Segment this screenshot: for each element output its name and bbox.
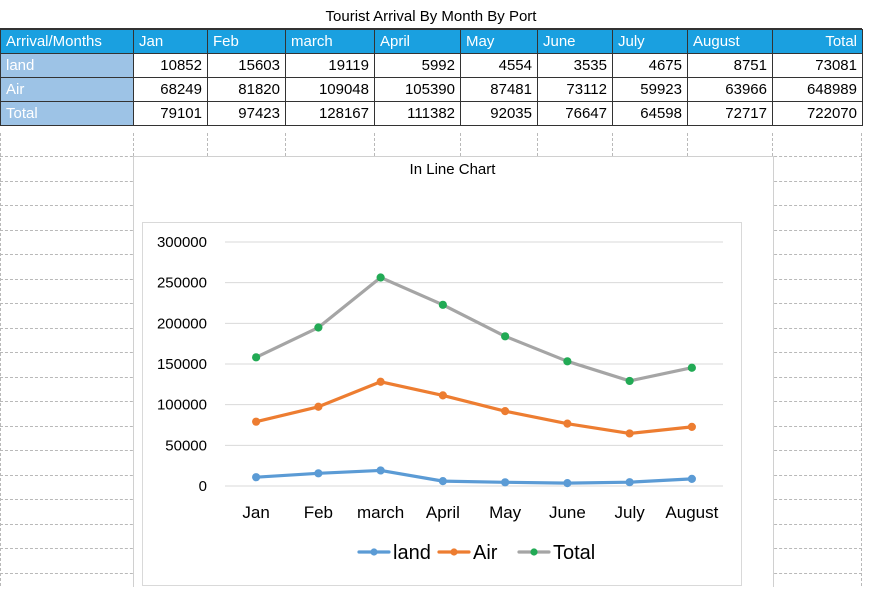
y-tick-label: 0: [199, 478, 207, 495]
data-point-land: [625, 478, 634, 487]
legend-marker-land: [370, 548, 378, 556]
data-point-air: [438, 391, 447, 400]
y-tick-label: 100000: [157, 397, 207, 414]
x-tick-label: march: [357, 503, 404, 522]
table-cell[interactable]: 5992: [374, 53, 461, 78]
table-cell[interactable]: 92035: [460, 101, 538, 126]
data-point-total: [376, 273, 385, 282]
table-cell[interactable]: 10852: [133, 53, 208, 78]
table-cell[interactable]: 72717: [687, 101, 773, 126]
x-tick-label: June: [549, 503, 586, 522]
data-point-land: [563, 479, 572, 488]
x-tick-label: Jan: [242, 503, 269, 522]
table-cell[interactable]: 15603: [207, 53, 286, 78]
data-point-total: [687, 363, 696, 372]
header-cell[interactable]: Jan: [133, 29, 208, 54]
sheet-title: Tourist Arrival By Month By Port: [0, 6, 862, 29]
x-tick-label: April: [426, 503, 460, 522]
series-line-total: [254, 275, 694, 383]
data-point-total: [252, 353, 261, 362]
table-cell[interactable]: 87481: [460, 77, 538, 102]
data-point-air: [563, 419, 572, 428]
table-cell[interactable]: 8751: [687, 53, 773, 78]
data-point-total: [438, 300, 447, 309]
gridline: [0, 133, 1, 586]
data-point-total: [625, 376, 634, 386]
table-cell[interactable]: 81820: [207, 77, 286, 102]
table-cell[interactable]: 59923: [612, 77, 688, 102]
table-cell[interactable]: 64598: [612, 101, 688, 126]
table-cell[interactable]: 73112: [537, 77, 613, 102]
table-cell[interactable]: 63966: [687, 77, 773, 102]
table-cell[interactable]: 19119: [285, 53, 375, 78]
table-cell[interactable]: 4554: [460, 53, 538, 78]
arrival-table: Arrival/Months Jan Feb march April May J…: [0, 29, 863, 126]
data-point-total: [501, 332, 510, 341]
table-cell[interactable]: 3535: [537, 53, 613, 78]
table-cell[interactable]: 73081: [772, 53, 863, 78]
line-chart-area[interactable]: 0 50000 100000 150000 200000 250000 300000 Jan F…: [142, 222, 742, 586]
x-tick-label: July: [615, 503, 646, 522]
header-cell[interactable]: Feb: [207, 29, 286, 54]
y-tick-label: 200000: [157, 315, 207, 332]
header-cell[interactable]: August: [687, 29, 773, 54]
chart-caption: In Line Chart: [409, 161, 496, 178]
row-label-cell[interactable]: Total: [0, 101, 134, 126]
data-point-land: [438, 477, 447, 486]
y-tick-label: 50000: [165, 437, 207, 454]
header-cell[interactable]: May: [460, 29, 538, 54]
y-tick-label: 150000: [157, 356, 207, 373]
table-cell[interactable]: 105390: [374, 77, 461, 102]
header-cell[interactable]: Arrival/Months: [0, 29, 134, 54]
table-row: Total 79101 97423 128167 111382 92035 76…: [0, 101, 863, 126]
header-cell[interactable]: Total: [772, 29, 863, 54]
data-point-land: [314, 469, 323, 478]
data-point-land: [252, 473, 261, 482]
legend-label-land: land: [393, 542, 431, 564]
data-point-air: [252, 417, 261, 426]
legend-label-total: Total: [553, 542, 595, 564]
data-point-total: [314, 323, 323, 332]
table-cell[interactable]: 648989: [772, 77, 863, 102]
series-line-land: [254, 468, 694, 485]
table-cell[interactable]: 68249: [133, 77, 208, 102]
y-tick-label: 300000: [157, 234, 207, 251]
table-cell[interactable]: 4675: [612, 53, 688, 78]
x-tick-label: Feb: [304, 503, 333, 522]
header-cell[interactable]: June: [537, 29, 613, 54]
series-line-air: [254, 380, 694, 436]
legend-marker-total: [530, 548, 538, 556]
data-point-land: [687, 474, 696, 483]
data-point-air: [687, 422, 696, 431]
data-point-air: [314, 402, 323, 411]
gridline: [861, 133, 862, 586]
table-cell[interactable]: 79101: [133, 101, 208, 126]
line-chart[interactable]: 0 50000 100000 150000 200000 250000 300000 Jan F…: [143, 223, 741, 585]
data-point-air: [501, 407, 510, 416]
table-cell[interactable]: 109048: [285, 77, 375, 102]
row-label-cell[interactable]: Air: [0, 77, 134, 102]
data-point-air: [625, 429, 634, 438]
table-cell[interactable]: 128167: [285, 101, 375, 126]
table-header-row: Arrival/Months Jan Feb march April May J…: [0, 29, 863, 54]
legend-marker-air: [450, 548, 458, 556]
header-cell[interactable]: march: [285, 29, 375, 54]
legend-label-air: Air: [473, 542, 498, 564]
table-cell[interactable]: 722070: [772, 101, 863, 126]
table-cell[interactable]: 76647: [537, 101, 613, 126]
header-cell[interactable]: July: [612, 29, 688, 54]
x-tick-label: August: [665, 503, 718, 522]
table-cell[interactable]: 111382: [374, 101, 461, 126]
table-row: Air 68249 81820 109048 105390 87481 7311…: [0, 77, 863, 102]
header-cell[interactable]: April: [374, 29, 461, 54]
data-point-land: [376, 466, 385, 475]
data-point-air: [376, 377, 385, 386]
y-tick-label: 250000: [157, 275, 207, 292]
table-row: land 10852 15603 19119 5992 4554 3535 46…: [0, 53, 863, 78]
data-point-land: [501, 478, 510, 487]
data-point-total: [563, 357, 572, 366]
row-label-cell[interactable]: land: [0, 53, 134, 78]
x-tick-label: May: [489, 503, 522, 522]
table-cell[interactable]: 97423: [207, 101, 286, 126]
